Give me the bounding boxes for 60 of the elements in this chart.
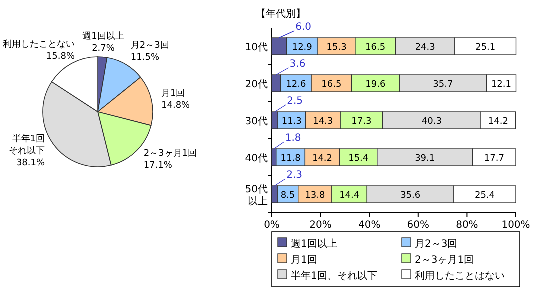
data-label: 2.7% <box>92 44 116 54</box>
legend-label: 利用したことはない <box>415 270 505 282</box>
data-label: 15.3 <box>326 43 347 53</box>
slice-label: 週1回以上 <box>82 31 124 42</box>
legend-label: 月1回 <box>291 255 318 266</box>
data-label: 6.0 <box>296 22 312 33</box>
slice-label: 半年1回それ以下 <box>9 134 46 157</box>
data-label: 25.1 <box>476 43 496 53</box>
data-label: 38.1% <box>16 158 46 169</box>
data-label: 14.2 <box>488 117 508 127</box>
x-tick-label: 20% <box>310 220 332 231</box>
data-label: 8.5 <box>280 191 296 201</box>
y-tick-label: 30代 <box>245 116 268 128</box>
data-label: 2.3 <box>286 170 303 181</box>
data-label: 25.4 <box>474 191 496 201</box>
slice-label: 2～3ヶ月1回 <box>144 149 198 160</box>
data-label: 16.5 <box>366 43 386 53</box>
x-tick-label: 60% <box>407 220 430 231</box>
data-label: 14.8% <box>162 101 191 112</box>
data-label: 17.7 <box>484 154 504 164</box>
data-label: 14.2 <box>312 154 333 164</box>
data-label: 35.7 <box>433 80 454 90</box>
data-label: 14.4 <box>340 191 360 201</box>
data-label: 24.3 <box>415 43 436 53</box>
y-tick-label: 10代 <box>245 42 268 54</box>
data-label: 11.5% <box>130 52 160 63</box>
data-label: 1.8 <box>285 133 302 144</box>
data-label: 39.1 <box>415 154 436 164</box>
x-tick-label: 100% <box>502 220 530 231</box>
data-label: 19.6 <box>366 80 386 90</box>
legend-label: 半年1回、それ以下 <box>291 270 378 282</box>
data-label: 11.3 <box>282 117 302 127</box>
y-tick-label: 50代以上 <box>245 184 268 208</box>
data-label: 17.1% <box>144 161 173 172</box>
data-label: 40.3 <box>422 117 442 127</box>
x-tick-label: 40% <box>358 220 381 231</box>
data-label: 12.1 <box>491 80 512 90</box>
legend-label: 月2～3回 <box>415 239 458 250</box>
x-tick-label: 80% <box>456 220 478 231</box>
data-label: 35.6 <box>400 191 421 201</box>
slice-label: 利用したことない <box>3 38 75 50</box>
data-label: 2.5 <box>287 96 304 107</box>
x-tick-label: 0% <box>264 220 280 231</box>
y-tick-label: 40代 <box>245 154 268 164</box>
data-label: 17.3 <box>352 117 372 127</box>
data-label: 16.5 <box>322 80 342 90</box>
legend-label: 週1回以上 <box>291 238 338 250</box>
chart-title: 【年代別】 <box>256 8 306 20</box>
data-label: 3.6 <box>290 59 306 70</box>
y-tick-label: 20代 <box>245 80 268 90</box>
data-label: 14.3 <box>313 117 334 127</box>
data-label: 13.8 <box>305 191 326 201</box>
slice-label: 月1回 <box>162 89 186 100</box>
data-label: 11.8 <box>280 154 302 164</box>
data-label: 12.6 <box>286 80 306 90</box>
legend-label: 2～3ヶ月1回 <box>415 255 474 266</box>
slice-label: 月2～3回 <box>130 40 170 51</box>
data-label: 15.4 <box>348 154 369 164</box>
data-label: 15.8% <box>46 52 76 62</box>
data-label: 12.9 <box>292 43 313 53</box>
